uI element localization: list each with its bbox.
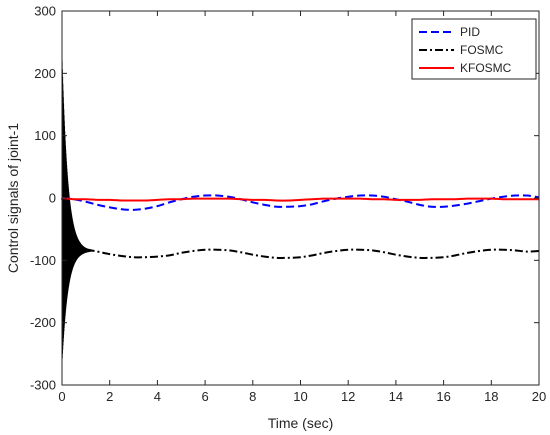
- x-tick-label: 4: [154, 389, 161, 404]
- legend-label: KFOSMC: [460, 61, 512, 75]
- y-tick-label: 200: [34, 66, 56, 81]
- x-tick-label: 2: [106, 389, 113, 404]
- series-line-pid: [61, 194, 540, 211]
- series-layer: [61, 53, 540, 363]
- y-tick-label: 100: [34, 128, 56, 143]
- x-tick-label: 14: [389, 389, 403, 404]
- y-tick-label: -300: [30, 378, 56, 393]
- x-tick-label: 0: [58, 389, 65, 404]
- x-tick-label: 8: [249, 389, 256, 404]
- fosmc-transient: [61, 53, 94, 363]
- legend-label: FOSMC: [460, 43, 504, 57]
- y-tick-label: -100: [30, 253, 56, 268]
- x-tick-label: 12: [341, 389, 355, 404]
- axes-layer: 0 2 4 6 8 10 12 14 16 18 20 300 200 100 0 -100 -200 -300: [30, 4, 546, 405]
- x-tick-label: 18: [484, 389, 498, 404]
- y-tick-label: -200: [30, 315, 56, 330]
- series-line-kfosmc: [61, 197, 539, 202]
- series-line-fosmc: [61, 197, 540, 259]
- legend-label: PID: [460, 25, 480, 39]
- x-tick-label: 6: [201, 389, 208, 404]
- x-tick-label: 20: [532, 389, 546, 404]
- y-axis-label: Control signals of joint-1: [5, 123, 21, 273]
- y-tick-label: 0: [49, 191, 56, 206]
- y-tick-label: 300: [34, 4, 56, 19]
- x-tick-label: 10: [293, 389, 307, 404]
- x-axis-label: Time (sec): [268, 415, 334, 431]
- x-tick-label: 16: [436, 389, 450, 404]
- legend: PID FOSMC KFOSMC: [411, 18, 537, 80]
